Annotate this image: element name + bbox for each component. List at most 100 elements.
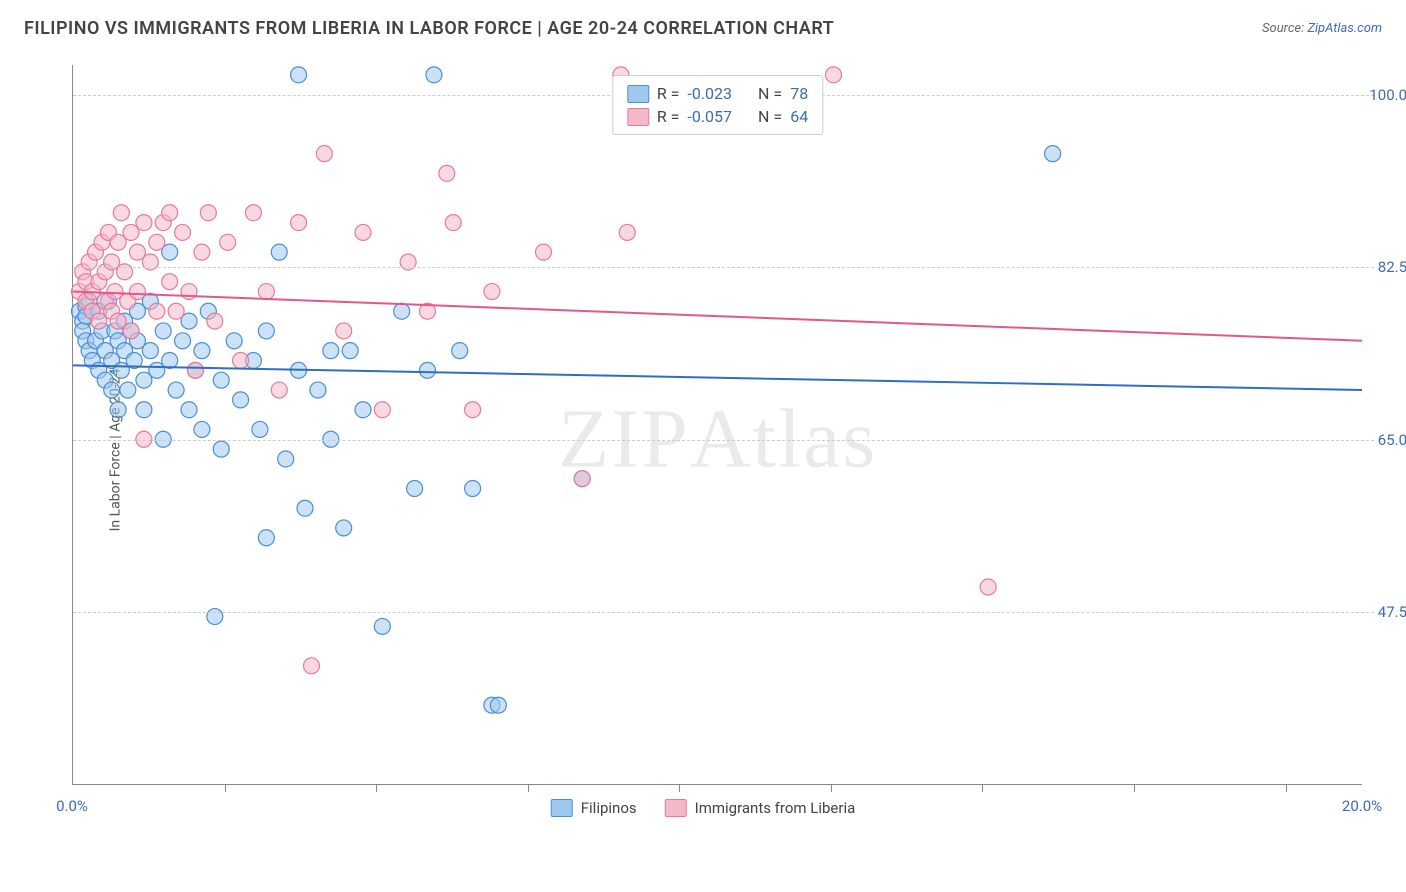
data-point <box>465 481 481 497</box>
data-point <box>162 205 178 221</box>
scatter-svg <box>73 65 1362 784</box>
data-point <box>213 372 229 388</box>
source-attribution: Source: ZipAtlas.com <box>1262 21 1382 36</box>
data-point <box>207 313 223 329</box>
chart-title: FILIPINO VS IMMIGRANTS FROM LIBERIA IN L… <box>24 18 834 39</box>
data-point <box>220 234 236 250</box>
data-point <box>826 67 842 83</box>
legend-swatch <box>551 799 573 817</box>
data-point <box>207 609 223 625</box>
data-point <box>194 343 210 359</box>
data-point <box>155 323 171 339</box>
data-point <box>535 244 551 260</box>
data-point <box>465 402 481 418</box>
gridline <box>73 267 1374 268</box>
y-tick-label: 100.0% <box>1369 86 1406 104</box>
data-point <box>123 323 139 339</box>
x-tick <box>831 784 832 792</box>
data-point <box>336 520 352 536</box>
data-point <box>355 224 371 240</box>
x-tick-label: 0.0% <box>56 797 88 815</box>
data-point <box>113 205 129 221</box>
legend-item: Immigrants from Liberia <box>665 799 856 817</box>
y-tick-label: 47.5% <box>1378 603 1406 621</box>
data-point <box>258 530 274 546</box>
data-point <box>574 471 590 487</box>
data-point <box>619 224 635 240</box>
data-point <box>271 382 287 398</box>
data-point <box>129 284 145 300</box>
data-point <box>336 323 352 339</box>
legend-label: Immigrants from Liberia <box>695 799 856 817</box>
legend-label: Filipinos <box>581 799 637 817</box>
data-point <box>394 303 410 319</box>
data-point <box>439 165 455 181</box>
y-tick-label: 82.5% <box>1378 258 1406 276</box>
data-point <box>168 382 184 398</box>
data-point <box>316 146 332 162</box>
source-link[interactable]: ZipAtlas.com <box>1307 21 1382 36</box>
data-point <box>110 402 126 418</box>
x-tick <box>679 784 680 792</box>
data-point <box>291 215 307 231</box>
plot-area: ZIPAtlas R = -0.023 N = 78 R = -0.057 N … <box>72 65 1362 785</box>
data-point <box>194 244 210 260</box>
data-point <box>490 697 506 713</box>
data-point <box>297 500 313 516</box>
legend-stat-row: R = -0.057 N = 64 <box>627 105 808 128</box>
x-tick <box>1134 784 1135 792</box>
data-point <box>484 284 500 300</box>
data-point <box>258 284 274 300</box>
x-tick-label: 20.0% <box>1342 797 1382 815</box>
header: FILIPINO VS IMMIGRANTS FROM LIBERIA IN L… <box>0 0 1406 47</box>
data-point <box>168 303 184 319</box>
stat-n-label: N = <box>758 84 782 103</box>
data-point <box>323 343 339 359</box>
stat-r-label: R = <box>657 84 680 103</box>
source-prefix: Source: <box>1262 21 1307 36</box>
stat-r-value: -0.023 <box>687 84 732 103</box>
data-point <box>175 224 191 240</box>
data-point <box>245 205 261 221</box>
legend-stat-row: R = -0.023 N = 78 <box>627 82 808 105</box>
x-tick <box>376 784 377 792</box>
data-point <box>426 67 442 83</box>
data-point <box>452 343 468 359</box>
data-point <box>355 402 371 418</box>
data-point <box>194 421 210 437</box>
data-point <box>407 481 423 497</box>
x-tick <box>225 784 226 792</box>
stat-n-label: N = <box>758 107 782 126</box>
stat-r-value: -0.057 <box>687 107 732 126</box>
legend-swatch <box>627 85 649 103</box>
data-point <box>310 382 326 398</box>
data-point <box>175 333 191 349</box>
data-point <box>278 451 294 467</box>
data-point <box>136 215 152 231</box>
data-point <box>200 205 216 221</box>
data-point <box>136 402 152 418</box>
data-point <box>149 234 165 250</box>
chart-container: In Labor Force | Age 20-24 ZIPAtlas R = … <box>24 55 1382 845</box>
data-point <box>162 352 178 368</box>
x-tick <box>1286 784 1287 792</box>
legend-swatch <box>665 799 687 817</box>
data-point <box>291 67 307 83</box>
data-point <box>187 362 203 378</box>
data-point <box>162 274 178 290</box>
data-point <box>303 658 319 674</box>
y-tick-label: 65.0% <box>1378 431 1406 449</box>
stat-n-value: 64 <box>790 107 808 126</box>
legend-item: Filipinos <box>551 799 637 817</box>
data-point <box>419 362 435 378</box>
data-point <box>213 441 229 457</box>
data-point <box>980 579 996 595</box>
data-point <box>233 392 249 408</box>
data-point <box>1045 146 1061 162</box>
x-tick <box>528 784 529 792</box>
legend-swatch <box>627 108 649 126</box>
data-point <box>226 333 242 349</box>
data-point <box>252 421 268 437</box>
data-point <box>445 215 461 231</box>
stat-r-label: R = <box>657 107 680 126</box>
